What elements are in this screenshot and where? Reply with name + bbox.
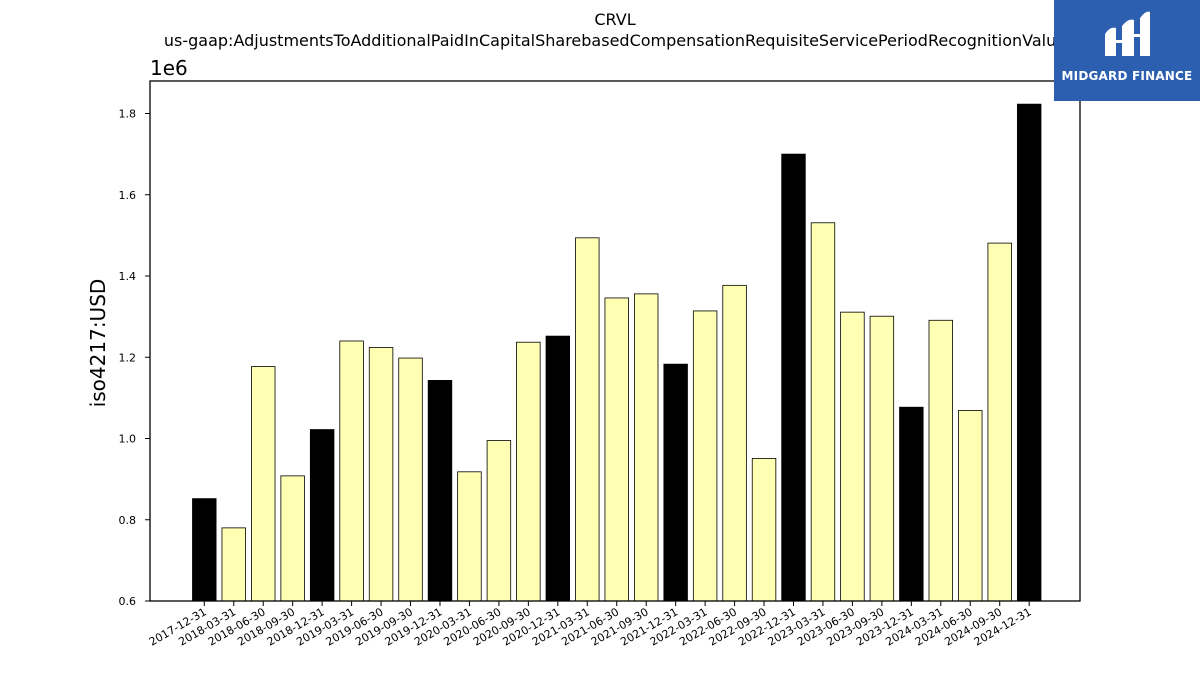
bar-2018-09-30: [280, 475, 305, 602]
bar-2020-03-31: [457, 471, 482, 602]
bar-2023-03-31: [810, 222, 836, 602]
chart-title: CRVL: [594, 10, 635, 29]
chart-subtitle: us-gaap:AdjustmentsToAdditionalPaidInCap…: [164, 31, 1066, 50]
bar-2021-09-30: [634, 293, 659, 602]
bar-2019-09-30: [398, 357, 423, 602]
plot-frame: [149, 80, 1081, 602]
y-tick-label: 1.2: [119, 351, 137, 364]
bar-2018-12-31: [309, 429, 335, 602]
y-tick-label: 1.8: [119, 108, 137, 121]
bar-2022-09-30: [751, 458, 777, 602]
bar-2020-12-31: [545, 335, 571, 602]
bar-2018-03-31: [221, 527, 246, 602]
y-tick-label: 1.0: [119, 433, 137, 446]
logo-mark-icon: [1105, 11, 1150, 57]
y-axis-label: iso4217:USD: [86, 279, 110, 408]
bar-2017-12-31: [192, 498, 217, 602]
bar-2021-03-31: [575, 237, 600, 602]
bar-2018-06-30: [251, 366, 276, 602]
bar-2023-06-30: [840, 311, 865, 602]
bar-2020-06-30: [486, 440, 512, 602]
bar-2019-06-30: [368, 347, 394, 602]
bar-2021-06-30: [604, 297, 629, 602]
y-tick-label: 0.6: [119, 595, 137, 608]
midgard-finance-logo: MIDGARD FINANCE: [1054, 0, 1200, 101]
y-tick-label: 1.6: [119, 189, 137, 202]
bar-2024-12-31: [1016, 103, 1042, 602]
y-tick-label: 1.4: [119, 270, 137, 283]
y-tick-label: 0.8: [119, 514, 137, 527]
bar-2019-03-31: [339, 340, 364, 602]
bar-2023-09-30: [869, 315, 895, 602]
bar-2024-06-30: [958, 410, 983, 602]
bar-2023-12-31: [899, 406, 924, 602]
logo-text: MIDGARD FINANCE: [1061, 69, 1193, 83]
bar-2020-09-30: [516, 341, 541, 602]
offset-label: 1e6: [150, 56, 188, 80]
bar-2022-03-31: [692, 310, 718, 602]
bar-2024-09-30: [987, 242, 1012, 602]
bar-2021-12-31: [663, 363, 688, 602]
bar-2024-03-31: [928, 319, 954, 602]
bar-2019-12-31: [427, 380, 453, 602]
bar-2022-12-31: [781, 153, 806, 602]
bar-2022-06-30: [722, 284, 747, 602]
